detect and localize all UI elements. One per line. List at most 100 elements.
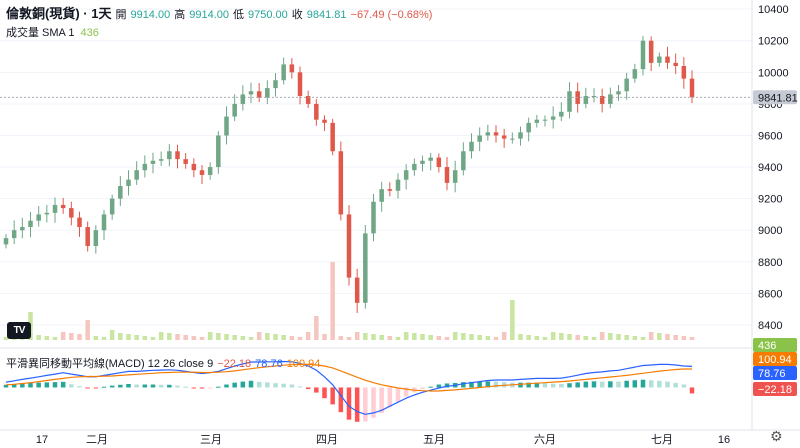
macd-hist-bar	[444, 383, 450, 388]
volume-bar	[207, 332, 213, 340]
svg-text:9841.81: 9841.81	[758, 92, 798, 104]
volume-bar	[542, 337, 548, 340]
grid-lines	[0, 8, 752, 326]
volume-bar	[501, 332, 507, 340]
time-tick-label: 16	[718, 434, 730, 446]
volume-bar	[518, 334, 523, 340]
volume-bar	[608, 333, 613, 340]
volume-bar	[134, 335, 139, 340]
macd-hist-bar	[224, 384, 229, 388]
candle	[77, 211, 82, 237]
volume-bar	[420, 334, 425, 340]
macd-hist-bar	[216, 386, 221, 388]
time-tick-label: 六月	[534, 433, 556, 446]
macd-hist-bar	[689, 387, 695, 394]
candle	[69, 201, 74, 226]
price-tick-label: 8600	[758, 288, 782, 300]
tradingview-logo[interactable]: TV	[7, 322, 31, 339]
volume-bar	[354, 332, 360, 340]
volume-bar	[183, 335, 188, 340]
volume-bar	[118, 333, 123, 340]
candle	[526, 117, 531, 142]
volume-bar	[330, 262, 335, 340]
macd-hist-bar	[322, 387, 327, 399]
candle	[20, 217, 25, 239]
macd-hist-bar	[575, 382, 580, 388]
macd-hist-bar	[681, 384, 687, 388]
volume-bar	[3, 337, 9, 340]
macd-hist-bar	[77, 386, 82, 388]
volume-bar	[673, 335, 678, 340]
hist-tag: −22.18	[753, 382, 797, 396]
symbol-title[interactable]: 倫敦銅(現貨) · 1天	[6, 6, 112, 21]
macd-legend[interactable]: 平滑異同移動平均線(MACD) 12 26 close 9 −22.18 78.76…	[6, 355, 324, 371]
price-tick-label: 9000	[758, 225, 782, 237]
candle	[591, 88, 597, 103]
volume-legend[interactable]: 成交量 SMA 1 436	[6, 24, 99, 40]
volume-bar	[689, 337, 695, 340]
volume-bars	[3, 262, 695, 340]
macd-hist-bar	[648, 380, 654, 388]
macd-hist-bar	[281, 383, 286, 388]
candle	[305, 90, 311, 108]
candle	[673, 53, 678, 75]
candle	[657, 52, 662, 67]
volume-bar	[395, 337, 401, 340]
time-tick-label: 17	[36, 434, 48, 446]
volume-bar	[265, 333, 270, 340]
macd-hist-bar	[248, 380, 254, 388]
price-axis[interactable]: 8400860088009000920094009600980010000102…	[758, 4, 789, 332]
macd-hist-bar	[395, 387, 401, 402]
macd-hist-bar	[207, 387, 213, 389]
macd-hist-bar	[599, 381, 605, 388]
macd-hist-bar	[101, 386, 107, 388]
candle	[3, 234, 9, 249]
macd-hist-bar	[526, 382, 531, 388]
svg-text:436: 436	[758, 340, 776, 352]
macd-hist-bar	[657, 380, 662, 388]
candle	[395, 173, 401, 199]
candle	[199, 165, 205, 184]
candle	[624, 72, 629, 100]
time-axis[interactable]: 17 二月 三月 四月 五月 六月 七月 16	[36, 433, 730, 446]
macd-hist-bar	[346, 387, 352, 420]
volume-bar	[567, 334, 572, 340]
volume-bar	[403, 332, 409, 340]
high-label: 高	[174, 9, 186, 21]
candle	[109, 194, 115, 220]
candle	[681, 57, 687, 89]
volume-bar	[510, 300, 515, 340]
time-tick-label: 二月	[86, 434, 108, 446]
volume-bar	[599, 332, 605, 340]
volume-bar	[199, 337, 205, 340]
volume-bar	[240, 336, 246, 340]
volume-bar	[436, 336, 442, 340]
volume-bar	[85, 320, 90, 340]
macd-hist-bar	[44, 382, 50, 388]
candle	[273, 72, 278, 97]
candle	[550, 106, 556, 129]
macd-hist-bar	[640, 379, 646, 388]
signal-value: 100.94	[286, 358, 321, 370]
candle	[387, 182, 393, 197]
volume-bar	[109, 330, 115, 340]
volume-bar	[485, 336, 491, 340]
macd-hist-bar	[608, 381, 613, 388]
volume-bar	[657, 333, 662, 340]
macd-hist-bar	[183, 386, 188, 388]
candles	[3, 35, 695, 313]
volume-bar	[36, 335, 41, 340]
gear-icon[interactable]: ⚙	[770, 428, 783, 444]
candle	[428, 153, 433, 171]
macd-hist-value: −22.18	[217, 358, 252, 370]
candle	[412, 158, 417, 176]
candle	[542, 115, 548, 127]
volume-bar	[379, 335, 384, 340]
candle	[461, 142, 466, 176]
svg-text:78.76: 78.76	[758, 368, 786, 380]
candle	[101, 209, 107, 240]
candle	[534, 114, 540, 128]
macd-hist-bar	[461, 382, 466, 388]
candle	[11, 220, 17, 245]
